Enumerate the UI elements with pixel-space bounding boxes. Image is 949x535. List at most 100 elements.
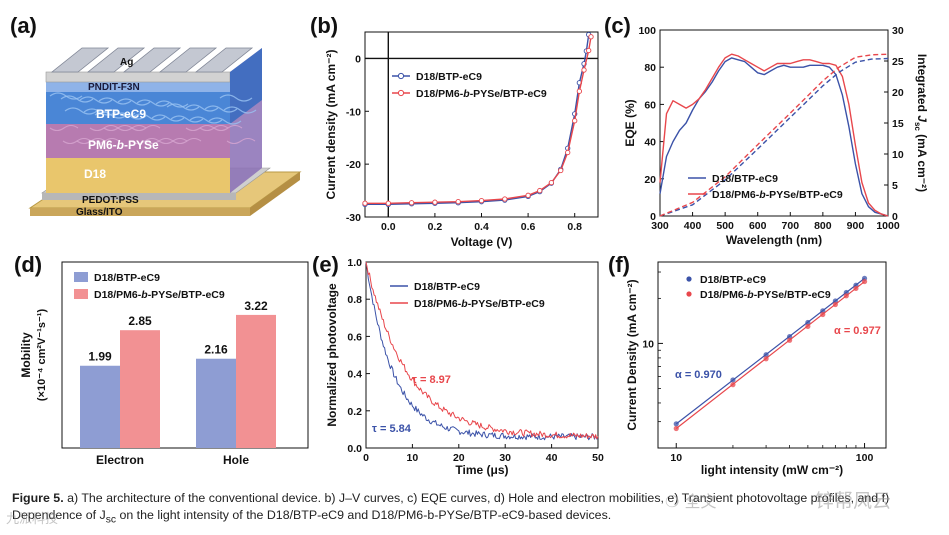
layer-glass-ito-side bbox=[250, 172, 300, 216]
x-tick-label: 0.0 bbox=[381, 221, 396, 233]
y-tick-label: 10 bbox=[642, 338, 654, 350]
x-tick-label: 900 bbox=[847, 220, 865, 232]
layer-pedot-edge bbox=[42, 193, 236, 200]
data-point bbox=[673, 421, 679, 427]
x-tick-label: 30 bbox=[499, 452, 511, 464]
data-point bbox=[787, 334, 793, 340]
x-tick-label: 400 bbox=[684, 220, 702, 232]
fiber-texture bbox=[185, 124, 215, 132]
panel-e-tpv-chart: 0 10 20 30 40 50 0.0 0.2 0.4 0.6 0.8 1.0 Time (μs) No… bbox=[325, 257, 604, 477]
y2-tick-label: 20 bbox=[892, 87, 904, 99]
legend-label: D18/BTP-eC9 bbox=[700, 274, 766, 286]
y-axis-label: Current Density (mA cm⁻²) bbox=[625, 279, 639, 430]
fiber-texture bbox=[49, 124, 79, 132]
x-tick-label: 300 bbox=[651, 220, 669, 232]
x-tick-label: 600 bbox=[749, 220, 767, 232]
bar-value-label: 2.16 bbox=[204, 343, 228, 357]
stack-side-top bbox=[230, 48, 262, 124]
data-point bbox=[502, 196, 508, 202]
panel-d-mobility-chart: 1.99 2.85 Electron 2.16 3.22 Hole D18/BTP-eC9 D… bbox=[19, 261, 309, 467]
x-tick-label: 0.2 bbox=[428, 221, 443, 233]
x-tick-label: 0.4 bbox=[474, 221, 489, 233]
series-line-1 bbox=[365, 36, 592, 205]
panel-a-device-stack: Ag PNDIT-F3N BTP-eC9 PM6-b-PYSe D18 PEDOT:PSS… bbox=[28, 47, 302, 218]
integrated-jsc-line-2 bbox=[659, 57, 889, 217]
data-point bbox=[548, 179, 555, 186]
caption-lead: Figure 5. bbox=[12, 491, 64, 505]
data-point bbox=[558, 167, 564, 174]
bar-value-label: 3.22 bbox=[244, 299, 268, 313]
watermark-bottom: 九派科技 bbox=[6, 512, 59, 527]
data-point bbox=[455, 199, 461, 205]
data-point bbox=[586, 47, 592, 54]
legend-label: D18/BTP-eC9 bbox=[416, 71, 482, 83]
y-axis-label: EQE (%) bbox=[623, 99, 637, 146]
fiber-texture bbox=[117, 98, 151, 106]
layer-label-ag: Ag bbox=[120, 57, 133, 68]
bar-value-label: 1.99 bbox=[88, 350, 112, 364]
data-point bbox=[581, 67, 587, 73]
caption-tail: on the light intensity of the D18/BTP-eC… bbox=[116, 508, 612, 522]
x-tick-label: 700 bbox=[782, 220, 800, 232]
x-axis-label: Time (μs) bbox=[455, 463, 508, 477]
y-tick-label: 0.6 bbox=[347, 331, 362, 343]
x-tick-label: 40 bbox=[546, 452, 558, 464]
fiber-texture bbox=[151, 114, 185, 122]
data-point bbox=[861, 278, 868, 285]
fiber-texture bbox=[62, 137, 92, 145]
fiber-texture bbox=[219, 94, 253, 102]
plot-frame bbox=[364, 31, 599, 218]
y-axis-label: Mobility bbox=[19, 332, 33, 378]
y-tick-label: 1.0 bbox=[347, 257, 362, 269]
legend-label: D18/BTP-eC9 bbox=[414, 281, 480, 293]
x-tick-label: 50 bbox=[592, 452, 604, 464]
data-point bbox=[832, 301, 838, 308]
decay-trace-0 bbox=[365, 262, 599, 441]
legend-swatch bbox=[74, 272, 88, 282]
layer-label-pm6: PM6-b-PYSe bbox=[88, 138, 159, 152]
eqe-line-1 bbox=[659, 53, 889, 217]
watermark-left: ❍ 全文 bbox=[665, 488, 716, 512]
fiber-texture bbox=[170, 115, 204, 123]
y-tick-label: 100 bbox=[638, 25, 656, 37]
fit-line-0 bbox=[675, 277, 865, 425]
legend-label: D18/PM6-b-PYSe/BTP-eC9 bbox=[700, 289, 831, 301]
y-tick-label: 0 bbox=[650, 211, 656, 223]
y2-axis-label: Integrated Jsc (mA cm⁻²) bbox=[913, 54, 929, 192]
layer-d18 bbox=[46, 158, 230, 193]
caption-sub: sc bbox=[105, 514, 117, 526]
fiber-texture bbox=[64, 107, 98, 115]
x-tick-label: 100 bbox=[856, 452, 874, 464]
legend-label: D18/PM6-b-PYSe/BTP-eC9 bbox=[94, 289, 225, 301]
legend-marker bbox=[686, 291, 692, 297]
legend-marker bbox=[397, 89, 405, 97]
x-tick-label: 0 bbox=[363, 452, 369, 464]
watermark-left-text: 全文 bbox=[684, 492, 717, 511]
legend-label: D18/PM6-b-PYSe/BTP-eC9 bbox=[416, 88, 547, 100]
x-tick-label: 10 bbox=[407, 452, 419, 464]
x-tick-label: 800 bbox=[814, 220, 832, 232]
layer-label-pndit: PNDIT-F3N bbox=[88, 82, 140, 93]
y-tick-label: 0.0 bbox=[347, 443, 362, 455]
y-tick-label: 0.4 bbox=[347, 369, 362, 381]
panel-c-eqe-chart: 300 400 500 600 700 800 900 1000020406080100051… bbox=[623, 25, 929, 247]
data-point bbox=[576, 88, 583, 94]
bar-value-label: 2.85 bbox=[128, 314, 152, 328]
y2-tick-label: 5 bbox=[892, 180, 898, 192]
data-point bbox=[537, 187, 543, 194]
caption-text: a) The architecture of the conventional … bbox=[12, 491, 890, 522]
y-tick-label: -30 bbox=[346, 212, 361, 224]
alpha-annotation-red: α = 0.977 bbox=[834, 325, 881, 337]
layer-label-glass: Glass/ITO bbox=[76, 207, 123, 218]
x-axis-label: Wavelength (nm) bbox=[726, 233, 822, 247]
data-point bbox=[408, 200, 415, 206]
x-tick-label: 0.6 bbox=[521, 221, 536, 233]
y-axis-label: Current density (mA cm⁻²) bbox=[324, 50, 338, 200]
y-tick-label: -20 bbox=[346, 159, 361, 171]
y-tick-label: 20 bbox=[644, 174, 656, 186]
layer-label-btp: BTP-eC9 bbox=[96, 107, 146, 121]
layer-pndit bbox=[46, 82, 230, 92]
decay-trace-1 bbox=[365, 261, 599, 440]
